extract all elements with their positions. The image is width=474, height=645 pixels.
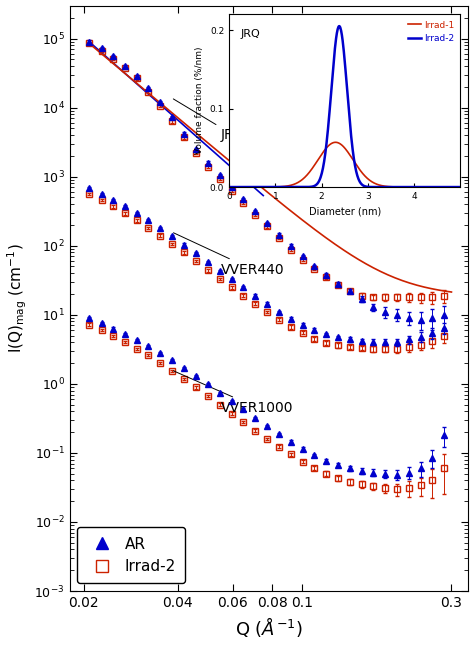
Text: VVER1000: VVER1000 xyxy=(173,371,294,415)
Y-axis label: I(Q)$_{\rm mag}$ (cm$^{-1}$): I(Q)$_{\rm mag}$ (cm$^{-1}$) xyxy=(6,243,29,353)
Text: JRQ: JRQ xyxy=(173,99,246,142)
Text: VVER440: VVER440 xyxy=(173,233,285,277)
X-axis label: Q ($\AA^{-1}$): Q ($\AA^{-1}$) xyxy=(235,615,303,639)
Legend: AR, Irrad-2: AR, Irrad-2 xyxy=(77,528,185,583)
